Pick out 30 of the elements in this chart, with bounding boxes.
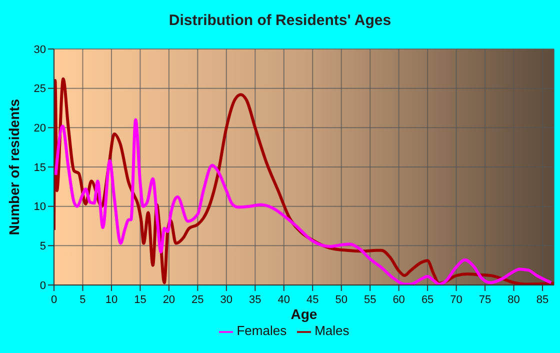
y-tick-label: 30: [34, 44, 46, 56]
x-tick-label: 75: [478, 294, 492, 306]
x-tick-label: 40: [278, 294, 290, 306]
y-axis-title: Number of residents: [6, 98, 22, 236]
legend-label: Females: [236, 323, 287, 338]
x-tick-label: 50: [335, 294, 348, 306]
x-axis-title: Age: [290, 306, 318, 322]
x-tick-label: 15: [134, 294, 146, 306]
x-tick-label: 0: [50, 294, 58, 306]
x-tick-label: 55: [364, 294, 376, 306]
x-tick-label: 85: [536, 294, 549, 306]
x-tick-label: 10: [105, 294, 118, 306]
legend-label: Males: [314, 323, 350, 338]
y-tick-label: 20: [34, 122, 46, 135]
x-tick-label: 80: [508, 294, 520, 306]
x-tick-label: 20: [162, 294, 176, 306]
x-tick-label: 70: [450, 294, 462, 306]
x-tick-label: 60: [392, 294, 405, 306]
y-tick-label: 10: [34, 201, 46, 214]
x-tick-label: 45: [306, 294, 319, 306]
x-tick-label: 5: [80, 294, 86, 306]
y-tick-label: 25: [34, 83, 46, 96]
x-tick-label: 35: [249, 294, 262, 306]
y-tick-label: 0: [40, 280, 46, 292]
y-tick-label: 15: [34, 162, 46, 174]
x-tick-label: 25: [192, 294, 204, 306]
x-tick-label: 30: [220, 294, 233, 306]
x-tick-label: 65: [421, 294, 434, 306]
chart-title: Distribution of Residents' Ages: [168, 12, 392, 29]
y-tick-label: 5: [40, 240, 46, 253]
